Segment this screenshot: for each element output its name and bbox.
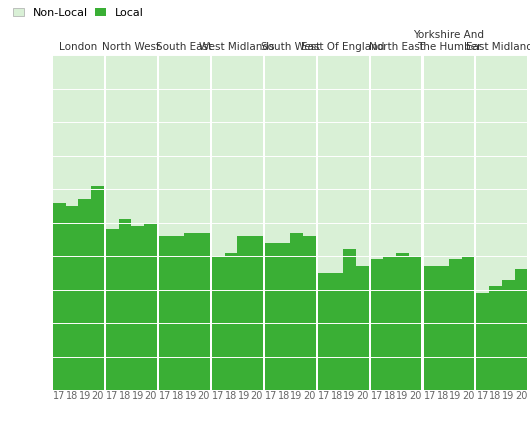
Bar bbox=[449, 259, 462, 390]
Bar bbox=[436, 266, 449, 390]
Bar bbox=[225, 253, 237, 390]
Bar bbox=[489, 286, 502, 390]
Bar bbox=[356, 55, 368, 390]
Bar bbox=[290, 55, 303, 390]
Title: West Midlands: West Midlands bbox=[199, 42, 275, 52]
Bar bbox=[91, 55, 104, 390]
Bar bbox=[476, 55, 489, 390]
Bar bbox=[423, 266, 436, 390]
Bar bbox=[237, 55, 250, 390]
Bar bbox=[303, 55, 316, 390]
Title: London: London bbox=[59, 42, 98, 52]
Bar bbox=[343, 249, 356, 390]
Bar bbox=[172, 55, 184, 390]
Bar bbox=[317, 55, 330, 390]
Title: North West: North West bbox=[102, 42, 161, 52]
Bar bbox=[197, 55, 210, 390]
Bar bbox=[53, 203, 66, 390]
Bar bbox=[290, 233, 303, 390]
Bar bbox=[356, 266, 368, 390]
Title: South West: South West bbox=[261, 42, 320, 52]
Bar bbox=[106, 55, 119, 390]
Title: South East: South East bbox=[156, 42, 213, 52]
Bar bbox=[119, 55, 131, 390]
Bar bbox=[277, 243, 290, 390]
Bar bbox=[515, 55, 527, 390]
Title: North East: North East bbox=[368, 42, 423, 52]
Bar bbox=[78, 199, 91, 390]
Bar bbox=[131, 55, 144, 390]
Bar bbox=[502, 279, 515, 390]
Bar bbox=[317, 273, 330, 390]
Bar bbox=[237, 236, 250, 390]
Bar bbox=[131, 226, 144, 390]
Bar bbox=[172, 236, 184, 390]
Bar bbox=[225, 55, 237, 390]
Bar bbox=[184, 233, 197, 390]
Bar bbox=[330, 273, 343, 390]
Bar bbox=[66, 55, 78, 390]
Bar bbox=[489, 55, 502, 390]
Bar bbox=[383, 55, 396, 390]
Bar bbox=[106, 229, 119, 390]
Bar bbox=[66, 206, 78, 390]
Bar bbox=[409, 55, 421, 390]
Bar bbox=[423, 55, 436, 390]
Bar bbox=[396, 253, 409, 390]
Bar bbox=[184, 55, 197, 390]
Bar bbox=[409, 256, 421, 390]
Title: Yorkshire And
The Humber: Yorkshire And The Humber bbox=[413, 30, 484, 52]
Title: East Midlands: East Midlands bbox=[466, 42, 530, 52]
Title: East Of England: East Of England bbox=[302, 42, 385, 52]
Bar bbox=[212, 256, 225, 390]
Bar bbox=[91, 186, 104, 390]
Bar bbox=[396, 55, 409, 390]
Bar bbox=[370, 55, 383, 390]
Bar bbox=[197, 233, 210, 390]
Bar bbox=[250, 55, 263, 390]
Bar bbox=[462, 55, 474, 390]
Bar bbox=[370, 259, 383, 390]
Bar bbox=[78, 55, 91, 390]
Bar bbox=[144, 55, 157, 390]
Bar bbox=[159, 55, 172, 390]
Bar bbox=[264, 55, 277, 390]
Bar bbox=[502, 55, 515, 390]
Bar bbox=[264, 243, 277, 390]
Bar bbox=[436, 55, 449, 390]
Bar bbox=[277, 55, 290, 390]
Bar bbox=[144, 223, 157, 390]
Bar bbox=[476, 293, 489, 390]
Legend: Non-Local, Local: Non-Local, Local bbox=[11, 6, 146, 20]
Bar bbox=[330, 55, 343, 390]
Bar bbox=[53, 55, 66, 390]
Bar bbox=[515, 270, 527, 390]
Bar bbox=[119, 219, 131, 390]
Bar bbox=[303, 236, 316, 390]
Bar bbox=[159, 236, 172, 390]
Bar bbox=[212, 55, 225, 390]
Bar bbox=[250, 236, 263, 390]
Bar bbox=[449, 55, 462, 390]
Bar bbox=[383, 256, 396, 390]
Bar bbox=[462, 256, 474, 390]
Bar bbox=[343, 55, 356, 390]
